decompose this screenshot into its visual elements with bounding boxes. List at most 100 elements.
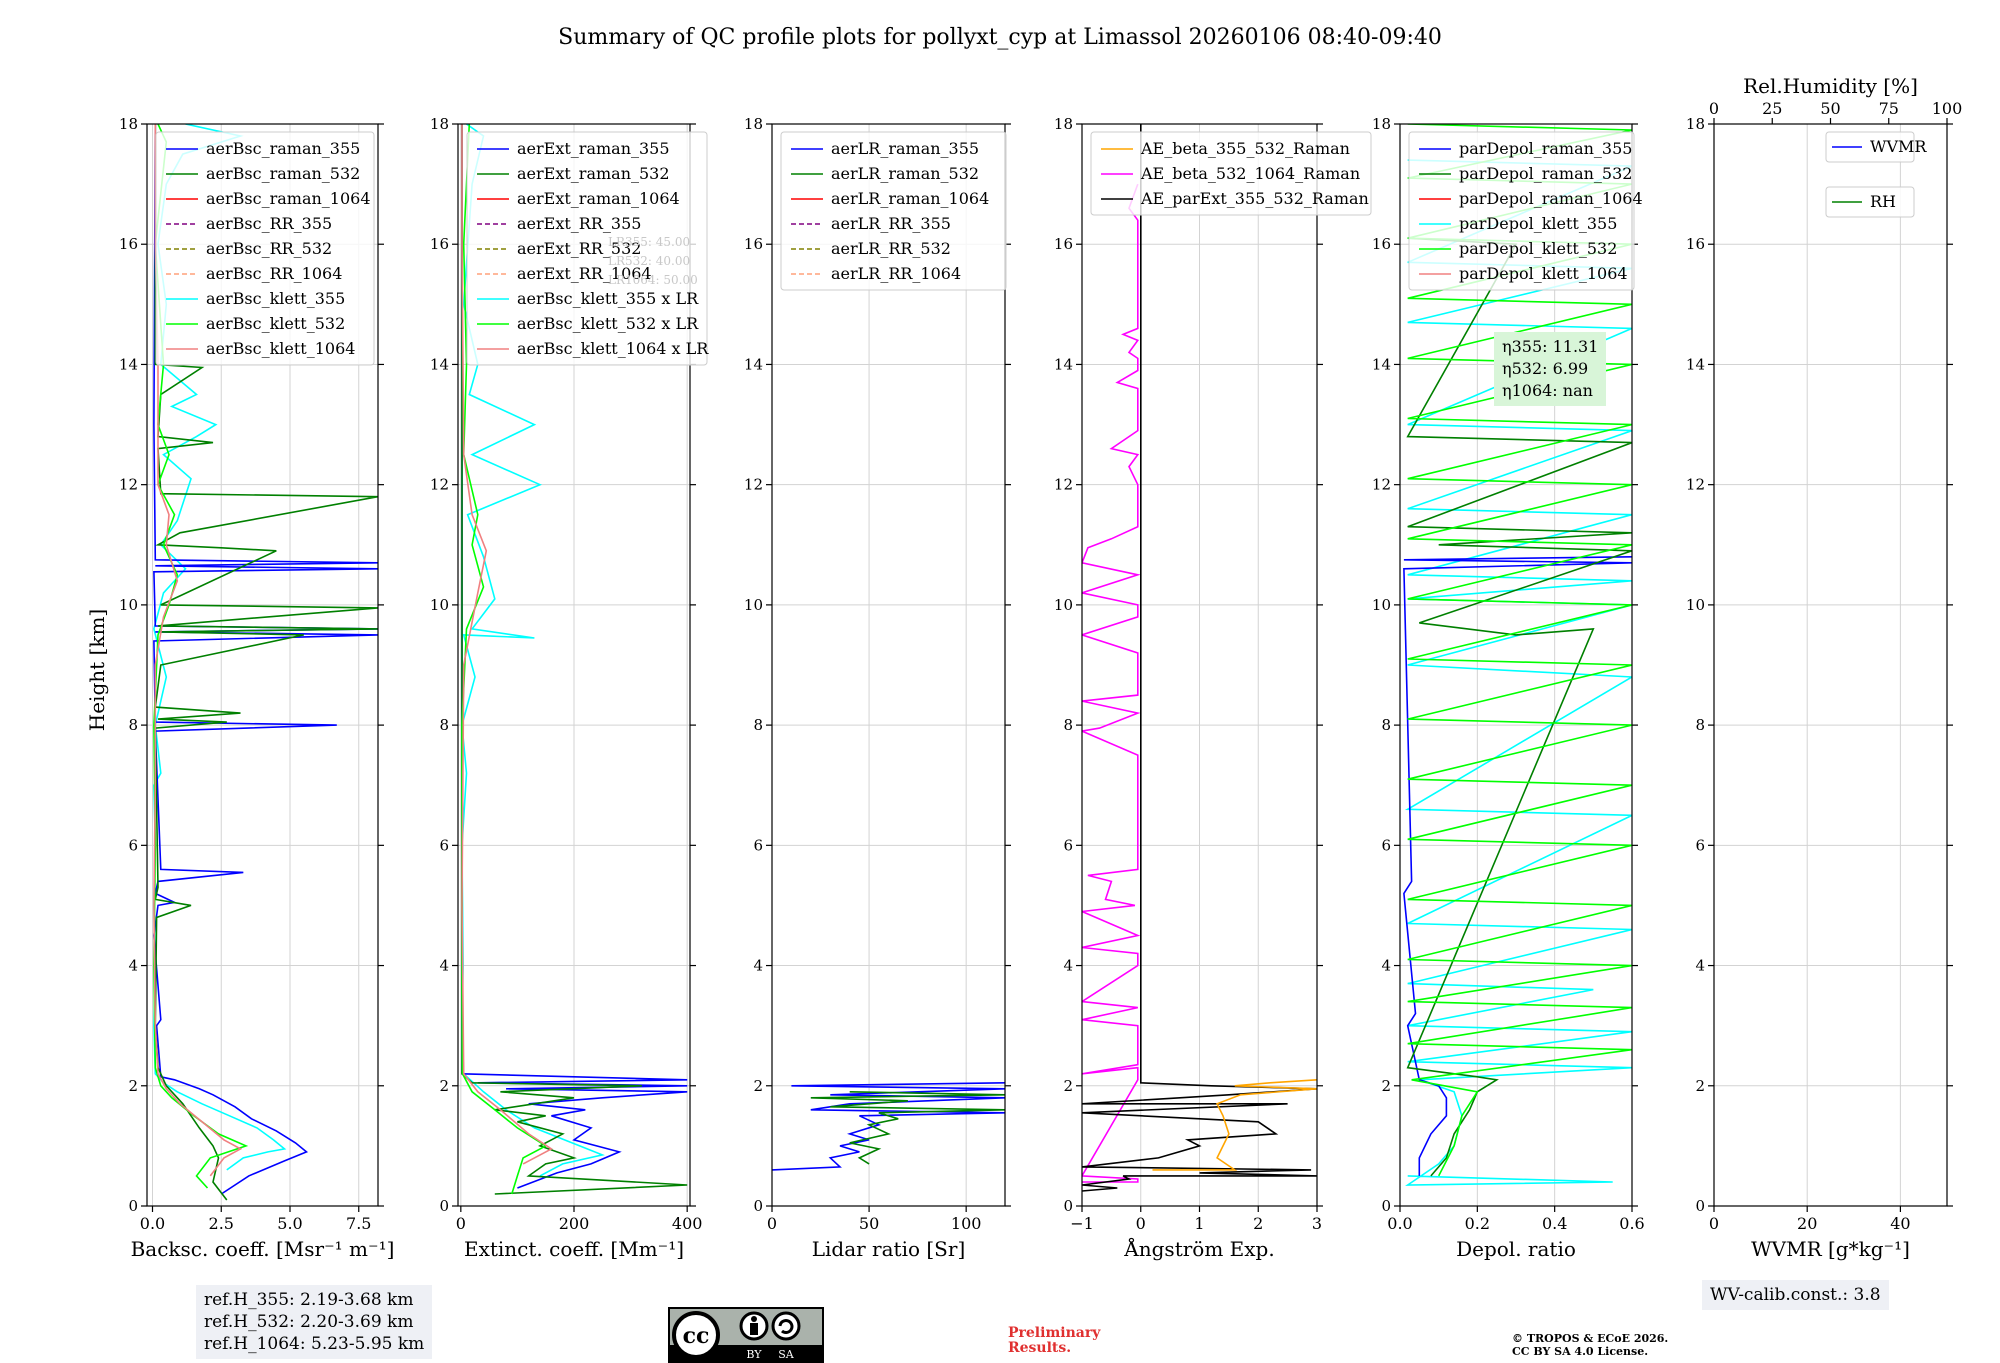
legend-box bbox=[466, 131, 708, 366]
y-tick-label: 16 bbox=[430, 235, 449, 253]
series-aerBsc_raman_355 bbox=[153, 124, 378, 1195]
y-tick-label: 2 bbox=[1063, 1077, 1073, 1095]
ref-h-1064: ref.H_1064: 5.23-5.95 km bbox=[204, 1334, 425, 1354]
y-axis-label: Height [km] bbox=[85, 609, 109, 731]
x-tick-label: 0.2 bbox=[1465, 1214, 1490, 1233]
y-tick-label: 10 bbox=[1054, 596, 1073, 614]
x-tick-label: −1 bbox=[1070, 1214, 1094, 1233]
y-tick-label: 18 bbox=[1372, 115, 1391, 133]
y-tick-label: 8 bbox=[128, 716, 138, 734]
y-tick-label: 0 bbox=[753, 1197, 763, 1215]
legend-label: aerBsc_klett_532 x LR bbox=[517, 314, 699, 333]
top-tick-label: 50 bbox=[1820, 99, 1840, 118]
y-tick-label: 18 bbox=[119, 115, 138, 133]
x-axis-label: Lidar ratio [Sr] bbox=[812, 1237, 966, 1261]
legend-box bbox=[1090, 131, 1372, 216]
legend-label: aerExt_raman_1064 bbox=[517, 189, 680, 208]
preliminary-line-1: Preliminary bbox=[1008, 1325, 1101, 1341]
y-tick-label: 0 bbox=[439, 1197, 449, 1215]
copyright-note: © TROPOS & ECoE 2026. CC BY SA 4.0 Licen… bbox=[1512, 1332, 1668, 1358]
y-tick-label: 12 bbox=[744, 476, 763, 494]
x-tick-label: 400 bbox=[672, 1214, 703, 1233]
cc-license-badge: cc BY SA bbox=[668, 1307, 824, 1363]
y-tick-label: 14 bbox=[1686, 355, 1705, 373]
preliminary-line-2: Results. bbox=[1008, 1340, 1072, 1356]
series-AE_beta_532_1064_Raman bbox=[1082, 183, 1141, 1183]
legend-label: WVMR bbox=[1870, 137, 1927, 156]
legend-label: parDepol_raman_532 bbox=[1459, 164, 1632, 183]
y-tick-label: 14 bbox=[1054, 355, 1073, 373]
y-tick-label: 16 bbox=[119, 235, 138, 253]
series-group bbox=[772, 1082, 1005, 1171]
series-klett_355_x_LR bbox=[461, 124, 605, 1177]
legend-label: aerLR_raman_1064 bbox=[831, 189, 989, 208]
series-klett_1064_x_LR bbox=[461, 124, 553, 1165]
y-tick-label: 2 bbox=[128, 1077, 138, 1095]
legend-label: aerBsc_RR_355 bbox=[206, 214, 332, 233]
legend-box bbox=[1825, 186, 1915, 218]
panel-lr: 0 2 4 6 8 10 12 14 16 18 0 50 100 Lidar ratio [Sr] aer… bbox=[744, 115, 1011, 1261]
y-tick-label: 6 bbox=[753, 836, 763, 854]
y-tick-label: 6 bbox=[1381, 836, 1391, 854]
panel-depol: 0 2 4 6 8 10 12 14 16 18 0.0 0.2 0.4 0.6 Depol. ratio p… bbox=[1372, 115, 1645, 1261]
legend-label: parDepol_raman_1064 bbox=[1459, 189, 1643, 208]
y-tick-label: 6 bbox=[1063, 836, 1073, 854]
legend-label: aerBsc_raman_532 bbox=[206, 164, 360, 183]
legend-label: parDepol_klett_1064 bbox=[1459, 264, 1628, 283]
legend-box bbox=[1408, 131, 1635, 291]
y-tick-label: 16 bbox=[1372, 235, 1391, 253]
series-AE_beta_355_532_Raman bbox=[1152, 1079, 1317, 1171]
legend-label: AE_parExt_355_532_Raman bbox=[1140, 189, 1369, 208]
legend-label: aerBsc_raman_355 bbox=[206, 139, 360, 158]
legend-box bbox=[780, 131, 1007, 291]
axes-frame bbox=[1399, 123, 1633, 1207]
y-tick-label: 2 bbox=[439, 1077, 449, 1095]
y-tick-label: 10 bbox=[1686, 596, 1705, 614]
x-tick-label: 7.5 bbox=[346, 1214, 371, 1233]
y-tick-label: 2 bbox=[753, 1077, 763, 1095]
legend-label: aerLR_RR_532 bbox=[831, 239, 951, 258]
y-tick-label: 2 bbox=[1381, 1077, 1391, 1095]
legend-label: parDepol_klett_355 bbox=[1459, 214, 1617, 233]
series-parDepol_raman_532 bbox=[1406, 237, 1632, 1177]
series-aerExt_raman_355 bbox=[461, 124, 688, 1189]
legend-label: aerExt_raman_355 bbox=[517, 139, 670, 158]
legend-label: aerBsc_klett_1064 x LR bbox=[517, 339, 709, 358]
legend-label: aerExt_RR_355 bbox=[517, 214, 641, 233]
y-tick-label: 16 bbox=[744, 235, 763, 253]
ref-h-532: ref.H_532: 2.20-3.69 km bbox=[204, 1312, 414, 1332]
legend-label: parDepol_raman_355 bbox=[1459, 139, 1632, 158]
y-tick-label: 14 bbox=[1372, 355, 1391, 373]
x-tick-label: 0.0 bbox=[140, 1214, 165, 1233]
panel-ext: 0 2 4 6 8 10 12 14 16 18 0 200 400 Extinct. coeff. [M… bbox=[430, 115, 709, 1261]
y-tick-label: 4 bbox=[753, 957, 763, 975]
figure-title: Summary of QC profile plots for pollyxt_… bbox=[558, 25, 1442, 50]
wv-calib-box: WV-calib.const.: 3.8 bbox=[1702, 1280, 1889, 1310]
sa-share-icon bbox=[771, 1311, 801, 1341]
legend-label: aerBsc_klett_355 bbox=[206, 289, 345, 308]
top-tick-label: 100 bbox=[1932, 99, 1963, 118]
x-tick-label: 2.5 bbox=[209, 1214, 234, 1233]
legend-label: aerBsc_klett_532 bbox=[206, 314, 345, 333]
x-axis-label: WVMR [g*kg⁻¹] bbox=[1751, 1237, 1910, 1261]
legend-label: aerExt_raman_532 bbox=[517, 164, 670, 183]
y-tick-label: 10 bbox=[1372, 596, 1391, 614]
top-axis-label: Rel.Humidity [%] bbox=[1743, 74, 1918, 98]
y-tick-label: 12 bbox=[430, 476, 449, 494]
y-tick-label: 18 bbox=[1054, 115, 1073, 133]
x-tick-label: 2 bbox=[1253, 1214, 1263, 1233]
cc-icon bbox=[672, 1311, 720, 1359]
legend-label: aerLR_RR_355 bbox=[831, 214, 951, 233]
series-aerBsc_klett_1064 bbox=[153, 124, 243, 1177]
x-axis-label: Ångström Exp. bbox=[1123, 1236, 1274, 1261]
cc-by-label: BY bbox=[746, 1348, 762, 1361]
top-tick-label: 75 bbox=[1879, 99, 1899, 118]
y-tick-label: 18 bbox=[430, 115, 449, 133]
legend-label: RH bbox=[1870, 192, 1896, 211]
y-tick-label: 14 bbox=[430, 355, 449, 373]
y-tick-label: 8 bbox=[753, 716, 763, 734]
svg-text:cc: cc bbox=[683, 1323, 710, 1349]
y-tick-label: 14 bbox=[119, 355, 138, 373]
